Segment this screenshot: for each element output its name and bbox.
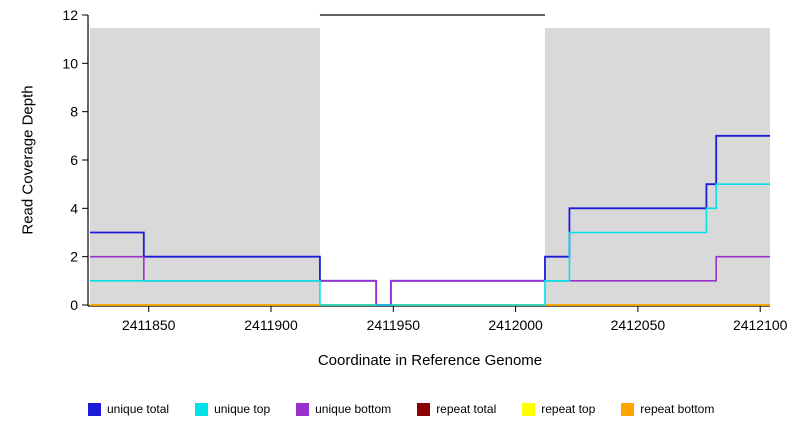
x-tick-label: 2412050 — [611, 317, 666, 333]
legend-label: unique top — [214, 402, 271, 416]
legend-label: unique bottom — [315, 402, 392, 416]
y-tick-label: 6 — [70, 152, 78, 168]
y-tick-label: 12 — [62, 7, 78, 23]
legend-item-unique-total: unique total — [88, 402, 169, 416]
y-tick-label: 0 — [70, 297, 78, 313]
legend-item-unique-bottom: unique bottom — [296, 402, 391, 416]
y-tick-label: 8 — [70, 104, 78, 120]
legend-swatch — [88, 402, 101, 416]
legend-swatch — [296, 402, 310, 416]
y-tick-label: 4 — [70, 200, 78, 216]
y-axis-title: Read Coverage Depth — [19, 85, 37, 235]
legend-label: repeat total — [436, 402, 497, 416]
x-tick-label: 2411900 — [244, 317, 298, 333]
y-tick-label: 10 — [62, 55, 78, 71]
legend-swatch — [417, 402, 431, 416]
legend-swatch — [195, 402, 209, 416]
x-tick-label: 2412100 — [733, 317, 788, 333]
shaded-region — [90, 28, 320, 305]
y-tick-label: 2 — [70, 249, 78, 265]
x-tick-label: 2411950 — [367, 317, 421, 333]
legend-item-repeat-total: repeat total — [417, 402, 496, 416]
legend-label: unique total — [107, 402, 170, 416]
legend: unique total unique top unique bottom repea… — [88, 402, 714, 416]
legend-item-unique-top: unique top — [195, 402, 270, 416]
legend-item-repeat-top: repeat top — [522, 402, 595, 416]
legend-swatch — [522, 402, 536, 416]
x-tick-label: 2411850 — [122, 317, 176, 333]
x-tick-label: 2412000 — [488, 317, 543, 333]
legend-label: repeat top — [541, 402, 596, 416]
x-axis-title: Coordinate in Reference Genome — [317, 352, 543, 369]
shaded-region — [544, 28, 770, 305]
series-line-unique-top — [90, 183, 770, 306]
legend-label: repeat bottom — [640, 402, 715, 416]
legend-swatch — [621, 402, 635, 416]
plot-area: 2411850 2411900 2411950 2412000 2412050 24121… — [62, 7, 788, 333]
legend-item-repeat-bottom: repeat bottom — [621, 402, 714, 416]
